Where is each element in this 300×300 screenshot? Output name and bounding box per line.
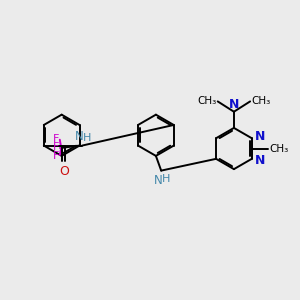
Text: F: F [52, 134, 59, 144]
Text: N: N [255, 154, 266, 167]
Text: H: H [162, 174, 171, 184]
Text: O: O [59, 165, 69, 178]
Text: H: H [83, 133, 92, 142]
Text: F: F [52, 142, 59, 152]
Text: CH₃: CH₃ [251, 96, 271, 106]
Text: N: N [255, 130, 266, 143]
Text: N: N [229, 98, 239, 110]
Text: N: N [154, 174, 162, 187]
Text: F: F [52, 151, 59, 160]
Text: CH₃: CH₃ [269, 143, 288, 154]
Text: N: N [74, 130, 83, 142]
Text: CH₃: CH₃ [197, 96, 217, 106]
